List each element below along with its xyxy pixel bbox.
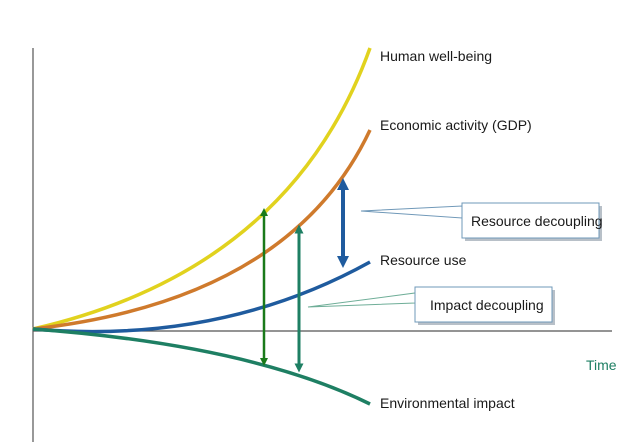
x-axis-label: Time (586, 357, 617, 373)
economic-activity-label: Economic activity (GDP) (380, 117, 532, 133)
resource-decoupling-text: Resource decoupling (471, 213, 603, 229)
resource-use-curve (32, 260, 371, 334)
resource-decoupling-pointer (360, 205, 463, 219)
impact-decoupling-box (414, 286, 553, 323)
human-well-being-label: Human well-being (380, 48, 492, 64)
environmental-impact-label: Environmental impact (380, 395, 515, 411)
impact-decoupling-text: Impact decoupling (430, 297, 544, 313)
resource-decoupling-box (461, 202, 600, 239)
economic-activity-curve (32, 129, 372, 331)
resource-use-label: Resource use (380, 252, 467, 268)
environmental-impact-curve (32, 327, 371, 406)
impact-decoupling-pointer (307, 292, 416, 308)
human-well-being-curve (32, 47, 372, 331)
